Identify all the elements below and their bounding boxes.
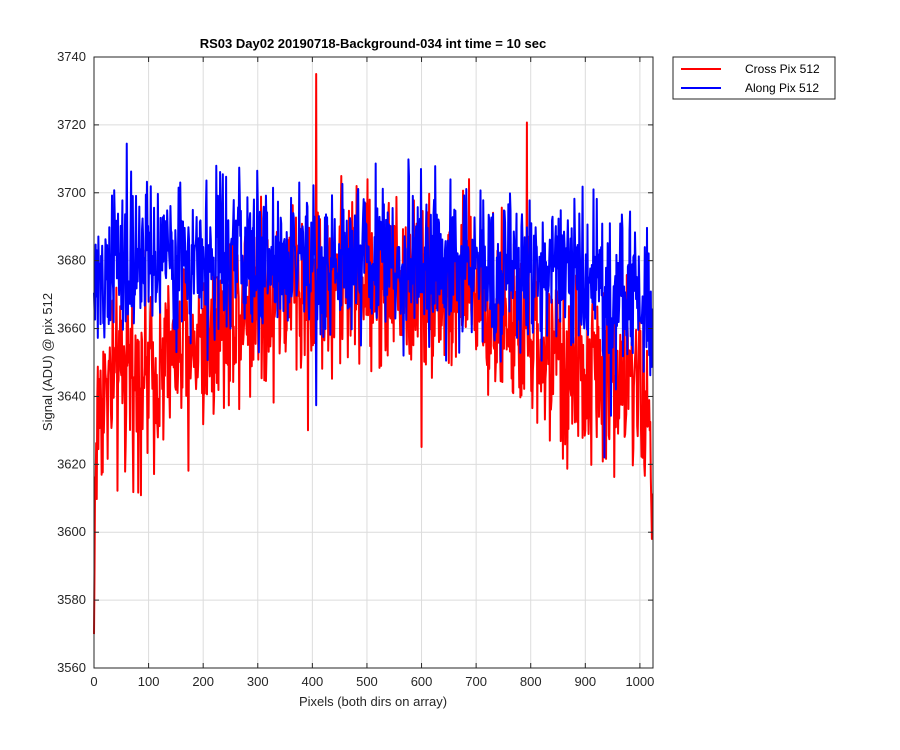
axis-ticks: 0 100 200 300 400 500 600 700 800 900 1000 3560 3580… <box>57 49 654 689</box>
y-tick-label: 3580 <box>57 592 86 607</box>
y-tick-label: 3700 <box>57 185 86 200</box>
x-tick-label: 800 <box>520 674 542 689</box>
x-tick-label: 0 <box>90 674 97 689</box>
x-tick-label: 600 <box>411 674 433 689</box>
legend-box <box>672 56 836 100</box>
x-tick-label: 400 <box>302 674 324 689</box>
y-tick-label: 3660 <box>57 321 86 336</box>
y-tick-label: 3600 <box>57 524 86 539</box>
legend: Cross Pix 512 Along Pix 512 <box>672 56 836 100</box>
legend-label-along: Along Pix 512 <box>745 81 819 95</box>
y-tick-label: 3720 <box>57 117 86 132</box>
y-tick-label: 3620 <box>57 456 86 471</box>
x-tick-label: 900 <box>574 674 596 689</box>
y-axis-label: Signal (ADU) @ pix 512 <box>40 293 55 431</box>
x-tick-label: 100 <box>138 674 160 689</box>
x-tick-label: 1000 <box>625 674 654 689</box>
legend-label-cross: Cross Pix 512 <box>745 62 820 76</box>
x-axis-label: Pixels (both dirs on array) <box>299 694 447 709</box>
plot-lines <box>93 73 654 635</box>
x-tick-label: 300 <box>247 674 269 689</box>
y-tick-label: 3560 <box>57 660 86 675</box>
x-tick-label: 500 <box>356 674 378 689</box>
x-tick-label: 700 <box>465 674 487 689</box>
y-tick-label: 3640 <box>57 388 86 403</box>
plot-frame <box>93 56 654 669</box>
series-line-along-pix-512 <box>93 142 654 459</box>
chart-title: RS03 Day02 20190718-Background-034 int t… <box>200 36 547 51</box>
y-tick-label: 3740 <box>57 49 86 64</box>
x-tick-label: 200 <box>192 674 214 689</box>
y-tick-label: 3680 <box>57 253 86 268</box>
